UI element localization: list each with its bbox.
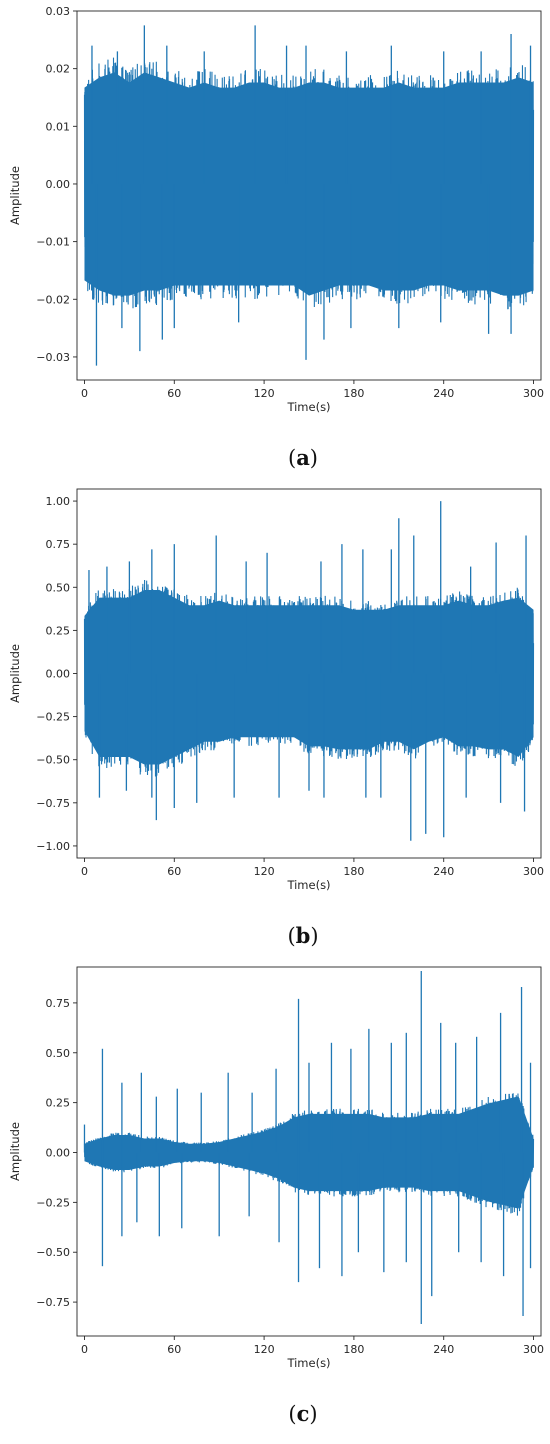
chart-panel-c: 0 60 120 180 240 300 −0.75 −0.50 −0.25 0.00 0.25 0.… <box>8 966 544 1426</box>
y-tick-label: 0.00 <box>46 178 71 191</box>
x-tick-label: 60 <box>167 865 181 878</box>
y-tick-label: 0.00 <box>46 1146 71 1159</box>
x-tick-label: 300 <box>523 387 544 400</box>
axes-frame-a <box>76 10 542 381</box>
signal-band-a <box>84 72 534 296</box>
y-tick-label: 0.01 <box>46 120 71 133</box>
y-tick-label: −0.50 <box>36 754 70 767</box>
panel-letter: a <box>296 445 310 470</box>
y-tick-label: −0.02 <box>36 293 70 306</box>
y-tick-label: 0.50 <box>46 1047 71 1060</box>
panel-caption-b: (b) <box>287 923 318 948</box>
x-tick-label: 60 <box>167 1343 181 1356</box>
y-tick-label: 0.02 <box>46 63 71 76</box>
x-tick-label: 180 <box>343 1343 364 1356</box>
y-tick-label: −0.50 <box>36 1246 70 1259</box>
x-tick-label: 240 <box>433 865 454 878</box>
panel-caption-c: (c) <box>288 1401 317 1426</box>
y-tick-label: −0.75 <box>36 1296 70 1309</box>
chart-panel-a: 0 60 120 180 240 300 −0.03 −0.02 −0.01 0.00 0.01 0.… <box>8 5 544 470</box>
x-tick-label: 0 <box>81 387 88 400</box>
x-tick-label: 240 <box>433 387 454 400</box>
y-tick-label: 0.75 <box>46 997 71 1010</box>
axes-frame-c <box>76 966 542 1337</box>
x-tick-label: 0 <box>81 865 88 878</box>
y-tick-label: −0.25 <box>36 711 70 724</box>
x-tick-label: 300 <box>523 865 544 878</box>
x-tick-label: 0 <box>81 1343 88 1356</box>
y-tick-label: −0.01 <box>36 236 70 249</box>
x-tick-label: 120 <box>254 865 275 878</box>
y-tick-label: 0.25 <box>46 1097 71 1110</box>
x-tick-label: 60 <box>167 387 181 400</box>
x-tick-label: 240 <box>433 1343 454 1356</box>
x-tick-label: 180 <box>343 865 364 878</box>
panel-letter: c <box>297 1401 310 1426</box>
panel-letter: b <box>296 923 311 948</box>
y-tick-label: 0.50 <box>46 581 71 594</box>
y-axis-label: Amplitude <box>8 644 22 703</box>
y-tick-label: 0.75 <box>46 538 71 551</box>
chart-panel-b: 0 60 120 180 240 300 −1.00 −0.75 −0.50 −0.25 0.00 0… <box>8 488 544 948</box>
x-axis-label: Time(s) <box>286 1356 330 1370</box>
y-tick-label: −0.25 <box>36 1196 70 1209</box>
x-tick-label: 120 <box>254 387 275 400</box>
y-tick-label: 0.25 <box>46 624 71 637</box>
x-tick-label: 180 <box>343 387 364 400</box>
x-tick-label: 120 <box>254 1343 275 1356</box>
y-tick-label: 0.03 <box>46 5 71 18</box>
x-axis-label: Time(s) <box>286 878 330 892</box>
panel-caption-a: (a) <box>288 445 318 470</box>
x-axis-label: Time(s) <box>286 400 330 414</box>
y-tick-label: −0.75 <box>36 797 70 810</box>
x-tick-label: 300 <box>523 1343 544 1356</box>
y-tick-label: −1.00 <box>36 840 70 853</box>
y-axis-label: Amplitude <box>8 166 22 225</box>
y-tick-label: −0.03 <box>36 351 70 364</box>
y-tick-label: 1.00 <box>46 495 71 508</box>
y-axis-label: Amplitude <box>8 1122 22 1181</box>
y-tick-label: 0.00 <box>46 668 71 681</box>
